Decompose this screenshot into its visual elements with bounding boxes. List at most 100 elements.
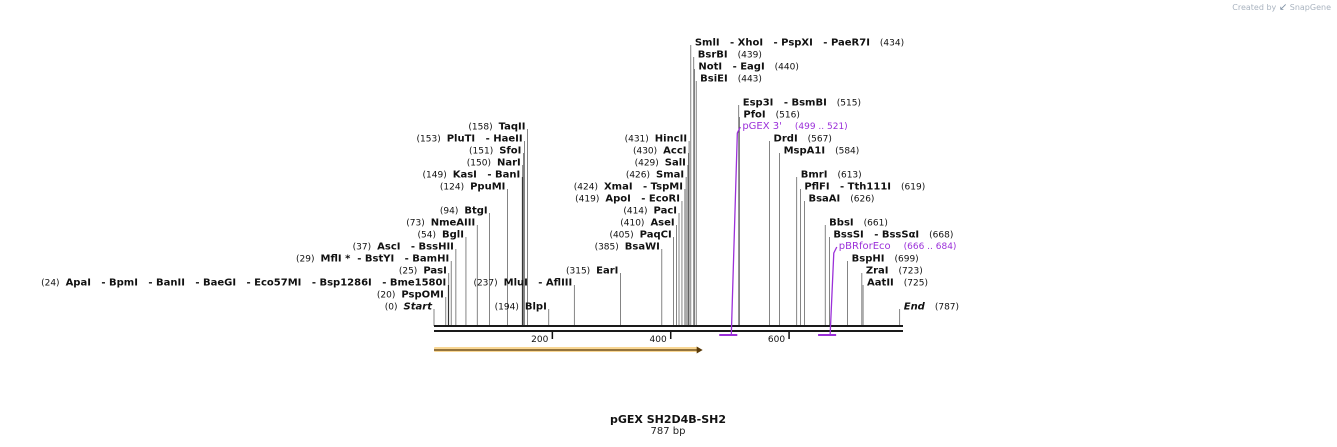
site-end-787[interactable]: (787) End: [899, 302, 959, 327]
site-ppumi-124[interactable]: (124) PpuMI: [440, 182, 508, 327]
site-apai-24[interactable]: (24) ApaI - BpmI - BanII - BaeGI - Eco57M…: [41, 278, 449, 327]
site-bmri-613[interactable]: (613) BmrI: [796, 170, 862, 327]
site-position-label: (699): [894, 255, 918, 265]
site-position-label: (723): [899, 267, 923, 277]
site-asci-37[interactable]: (37) AscI - BssHII: [353, 242, 457, 327]
site-apoi-419[interactable]: (419) ApoI - EcoRI: [575, 194, 683, 327]
site-zrai-723[interactable]: (723) ZraI: [861, 266, 923, 327]
orf-track: [434, 346, 703, 354]
snapgene-branding: Created by ↙ SnapGene: [1232, 2, 1331, 13]
site-position-label: (613): [837, 171, 861, 181]
site-xmai-424[interactable]: (424) XmaI - TspMI: [574, 182, 686, 327]
site-pflfi-619[interactable]: (619) PflFI - Tth111I: [800, 182, 925, 327]
site-bsssi-668[interactable]: (668) BssSI - BssSαI: [829, 230, 953, 327]
site-kasi-149[interactable]: (149) KasI - BanI: [423, 170, 523, 327]
site-pluti-153[interactable]: (153) PluTI - HaeII: [417, 134, 525, 327]
site-enzyme-label: End: [904, 302, 926, 313]
site-drdi-567[interactable]: (567) DrdI: [769, 134, 832, 327]
site-enzyme-label: PflFI - Tth111I: [804, 182, 891, 193]
site-enzyme-label: MspA1I: [784, 146, 825, 157]
site-position-label: (431): [625, 135, 649, 145]
site-sali-429[interactable]: (429) SalI: [635, 158, 689, 327]
site-noti-440[interactable]: (440) NotI - EagI: [694, 62, 799, 327]
site-position-label: (429): [635, 159, 659, 169]
site-position-label: (94): [440, 207, 458, 217]
site-btgi-94[interactable]: (94) BtgI: [440, 206, 490, 327]
site-position-label: (619): [901, 183, 925, 193]
site-hincii-431[interactable]: (431) HincII: [625, 134, 690, 327]
site-bsawi-385[interactable]: (385) BsaWI: [595, 242, 663, 327]
site-enzyme-label: AatII: [867, 278, 894, 289]
site-enzyme-label: NotI - EagI: [698, 62, 764, 73]
site-sfoi-151[interactable]: (151) SfoI: [469, 146, 524, 327]
orf-arrow-head-icon: [696, 346, 703, 354]
site-bgli-54[interactable]: (54) BglI: [418, 230, 467, 327]
site-taqii-158[interactable]: (158) TaqII: [468, 122, 528, 327]
site-position-label: (151): [469, 147, 493, 157]
site-enzyme-label: ZraI: [866, 266, 889, 277]
site-start-0[interactable]: (0) Start: [385, 302, 435, 327]
site-mfli-29[interactable]: (29) MflI * - BstYI - BamHI: [296, 254, 452, 327]
feature-connector: [818, 246, 838, 336]
ruler-label: 600: [768, 335, 785, 345]
site-pspomi-20[interactable]: (20) PspOMI: [377, 290, 447, 327]
feature-pgex-3[interactable]: pGEX 3' (499 .. 521): [719, 121, 848, 336]
site-position-label: (515): [837, 99, 861, 109]
site-bbsi-661[interactable]: (661) BbsI: [824, 218, 888, 327]
site-esp3i-515[interactable]: (515) Esp3I - BsmBI: [738, 98, 861, 327]
site-paci-414[interactable]: (414) PacI: [623, 206, 680, 327]
site-bsphi-699[interactable]: (699) BspHI: [847, 254, 919, 327]
site-position-label: (725): [904, 279, 928, 289]
site-acci-430[interactable]: (430) AccI: [633, 146, 689, 327]
site-nmeaiii-73[interactable]: (73) NmeAIII: [406, 218, 478, 327]
site-enzyme-label: PspOMI: [401, 290, 443, 301]
site-position-label: (424): [574, 183, 598, 193]
dna-backbone: [434, 325, 903, 332]
site-bsiei-443[interactable]: (443) BsiEI: [695, 74, 762, 327]
site-position-label: (24): [41, 279, 59, 289]
site-blpi-194[interactable]: (194) BlpI: [495, 302, 550, 327]
site-position-label: (124): [440, 183, 464, 193]
site-position-label: (410): [620, 219, 644, 229]
feature-pbrforeco[interactable]: pBRforEco (666 .. 684): [818, 241, 956, 336]
site-paqci-405[interactable]: (405) PaqCI: [609, 230, 674, 327]
ruler: 200 400 600: [531, 332, 790, 345]
site-nari-150[interactable]: (150) NarI: [467, 158, 524, 327]
sequence-name: pGEX SH2D4B-SH2: [609, 413, 727, 426]
site-enzyme-label: BtgI: [464, 206, 487, 217]
site-position-label: (787): [935, 303, 959, 313]
site-enzyme-label: PpuMI: [470, 182, 505, 193]
site-pasi-25[interactable]: (25) PasI: [399, 266, 450, 327]
site-eari-315[interactable]: (315) EarI: [566, 266, 621, 327]
site-mlui-237[interactable]: (237) MluI - AflIII: [473, 278, 575, 327]
site-aatii-725[interactable]: (725) AatII: [862, 278, 928, 327]
ruler-label: 200: [531, 335, 548, 345]
created-by-label: Created by: [1232, 3, 1277, 12]
ruler-label: 400: [650, 335, 667, 345]
site-enzyme-label: SmlI - XhoI - PspXI - PaeR7I: [695, 38, 870, 49]
site-asei-410[interactable]: (410) AseI: [620, 218, 677, 327]
site-smli-434[interactable]: (434) SmlI - XhoI - PspXI - PaeR7I: [690, 38, 904, 327]
site-position-label: (29): [296, 255, 314, 265]
site-smai-426[interactable]: (426) SmaI: [626, 170, 687, 327]
site-enzyme-label: SfoI: [499, 146, 521, 157]
features: pGEX 3' (499 .. 521) pBRforEco (666 .. 684): [719, 121, 956, 336]
site-enzyme-label: PluTI - HaeII: [447, 134, 523, 145]
site-pfoi-516[interactable]: (516) PfoI: [739, 110, 800, 327]
site-enzyme-label: BsaWI: [625, 242, 660, 253]
site-position-label: (25): [399, 267, 417, 277]
site-mspa1i-584[interactable]: (584) MspA1I: [779, 146, 860, 327]
site-bsaai-626[interactable]: (626) BsaAI: [804, 194, 874, 327]
site-position-label: (426): [626, 171, 650, 181]
site-enzyme-label: PaqCI: [640, 230, 672, 241]
site-enzyme-label: ApoI - EcoRI: [605, 194, 680, 205]
site-position-label: (668): [929, 231, 953, 241]
sequence-title-block: pGEX SH2D4B-SH2 787 bp: [568, 413, 768, 438]
site-position-label: (414): [623, 207, 647, 217]
site-position-label: (150): [467, 159, 491, 169]
site-enzyme-label: BsaAI: [808, 194, 840, 205]
site-bsrbi-439[interactable]: (439) BsrBI: [693, 50, 762, 327]
site-position-label: (73): [406, 219, 424, 229]
site-position-label: (315): [566, 267, 590, 277]
